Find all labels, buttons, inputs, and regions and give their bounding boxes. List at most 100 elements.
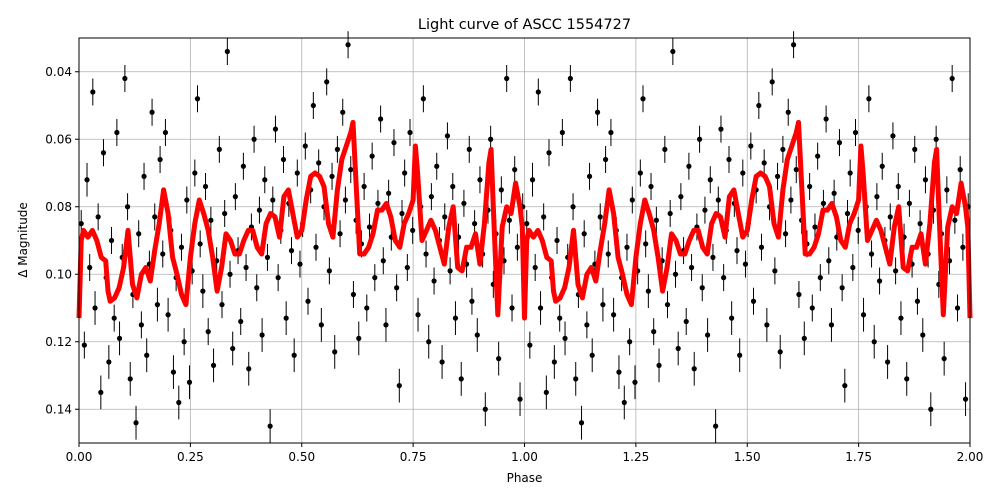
data-point [718, 126, 724, 132]
data-point [275, 275, 281, 281]
data-point [820, 200, 827, 206]
data-point [116, 335, 123, 341]
data-point [224, 48, 230, 55]
y-axis-label: Δ Magnitude [16, 202, 30, 278]
y-axis: 0.04 0.06 0.08 0.10 0.12 0.14 [45, 65, 79, 416]
data-point [337, 231, 343, 237]
data-point [809, 305, 815, 311]
data-point [904, 376, 910, 382]
data-point [737, 352, 743, 358]
data-point [230, 345, 236, 352]
data-point [788, 197, 794, 203]
data-point [415, 312, 421, 318]
data-point [670, 48, 676, 55]
data-point [917, 221, 923, 227]
data-point [329, 173, 335, 179]
data-point [895, 183, 901, 190]
data-point [715, 197, 721, 203]
data-point [380, 258, 386, 264]
data-point [498, 187, 504, 193]
data-point [627, 339, 633, 345]
data-point [334, 146, 340, 152]
data-point [240, 163, 246, 169]
data-point [178, 244, 185, 250]
data-point [562, 335, 568, 341]
data-point [423, 251, 429, 257]
data-point [707, 177, 713, 183]
data-point [297, 261, 303, 267]
data-point [154, 302, 161, 308]
data-point [801, 335, 807, 341]
data-point [202, 183, 209, 190]
data-point [960, 244, 966, 250]
data-point [316, 160, 322, 166]
data-point [705, 332, 711, 338]
data-point [764, 322, 770, 328]
data-point [431, 278, 437, 284]
data-point [386, 190, 392, 196]
data-point [594, 109, 601, 115]
data-point [828, 322, 835, 328]
data-point [402, 170, 408, 176]
data-point [407, 129, 413, 136]
data-point [535, 89, 541, 95]
data-point [949, 75, 955, 82]
data-point [313, 244, 319, 250]
data-point [81, 342, 87, 348]
data-point [391, 140, 397, 146]
data-point [721, 275, 727, 281]
data-point [962, 396, 969, 402]
data-point [450, 183, 456, 190]
data-point [133, 420, 139, 426]
data-point [597, 214, 603, 220]
data-point [667, 210, 673, 217]
data-point [874, 194, 880, 200]
data-point [176, 399, 182, 406]
data-point [683, 318, 689, 325]
data-point [600, 302, 606, 308]
data-point [197, 241, 203, 247]
data-point [504, 75, 510, 82]
data-point [396, 383, 402, 389]
data-point [194, 96, 201, 102]
data-point [162, 129, 169, 136]
data-point [259, 332, 265, 338]
data-point [509, 305, 515, 311]
data-point [512, 167, 518, 173]
data-point [383, 322, 389, 328]
data-point [850, 264, 856, 271]
data-point [879, 163, 885, 169]
data-point [578, 420, 585, 426]
data-point [114, 129, 120, 136]
data-point [84, 177, 90, 183]
data-point [876, 278, 883, 284]
data-point [364, 305, 370, 311]
data-point [238, 318, 244, 325]
data-point [780, 146, 786, 152]
data-point [469, 298, 475, 304]
data-point [868, 251, 875, 257]
y-tick-label: 0.04 [45, 65, 72, 79]
data-point [839, 285, 845, 291]
data-point [219, 302, 225, 308]
data-point [506, 217, 512, 223]
data-point [302, 143, 308, 149]
data-point [458, 376, 464, 382]
data-point [699, 285, 705, 291]
data-point [350, 291, 357, 298]
data-point [326, 268, 332, 274]
data-point [651, 329, 657, 335]
x-tick-label: 1.50 [734, 450, 761, 464]
data-point [461, 200, 467, 206]
data-point [664, 302, 671, 308]
data-point [375, 200, 381, 206]
data-point [127, 376, 133, 382]
data-point [170, 369, 177, 375]
data-point [246, 366, 252, 372]
data-point [710, 254, 716, 260]
data-point [702, 207, 708, 213]
data-point [793, 167, 799, 173]
data-point [696, 136, 703, 142]
data-point [836, 140, 843, 146]
data-point [952, 217, 958, 223]
